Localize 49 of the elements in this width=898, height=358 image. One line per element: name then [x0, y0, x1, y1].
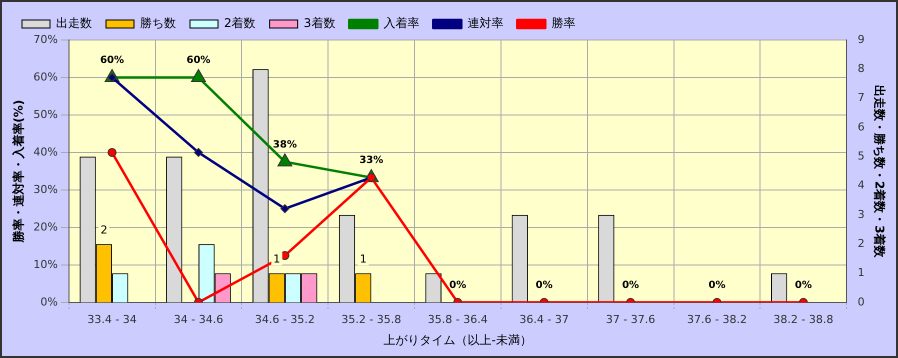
- x-tick-label: 38.2 - 38.8: [773, 312, 834, 326]
- y2-tick-label: 7: [858, 91, 865, 104]
- legend-label: 勝率: [551, 16, 576, 30]
- legend-label: 3着数: [304, 16, 336, 30]
- y-tick-label: 70%: [33, 32, 58, 46]
- y-tick-label: 40%: [33, 145, 58, 158]
- data-label: 60%: [100, 55, 124, 66]
- x-axis-title: 上がりタイム（以上-未満）: [384, 332, 532, 347]
- legend-label: 2着数: [224, 16, 256, 30]
- y2-axis-title: 出走数・勝ち数・2着数・3着数: [872, 84, 887, 259]
- data-label: 0%: [708, 280, 726, 291]
- data-label: 1: [273, 252, 280, 266]
- legend-label: 出走数: [56, 16, 92, 30]
- y2-tick-label: 5: [858, 149, 865, 162]
- y-tick-label: 50%: [33, 108, 58, 121]
- y2-tick-label: 0: [858, 295, 865, 308]
- x-tick-label: 35.8 - 36.4: [428, 312, 488, 326]
- y-tick-label: 20%: [33, 220, 58, 234]
- legend-label: 連対率: [467, 16, 504, 30]
- y-tick-label: 10%: [33, 258, 58, 271]
- data-label: 1: [360, 252, 367, 266]
- y2-tick-label: 3: [858, 208, 865, 221]
- data-label: 2: [100, 223, 108, 236]
- y-tick-label: 30%: [33, 182, 58, 196]
- y2-tick-label: 1: [858, 266, 865, 280]
- legend-label: 勝ち数: [140, 16, 176, 30]
- data-label: 33%: [359, 155, 384, 166]
- data-label: 0%: [449, 280, 466, 291]
- x-tick-label: 35.2 - 35.8: [341, 312, 402, 326]
- x-tick-label: 33.4 - 34: [87, 312, 137, 326]
- x-tick-label: 37 - 37.6: [606, 312, 656, 326]
- data-label: 0%: [536, 280, 553, 291]
- x-tick-label: 34 - 34.6: [174, 312, 224, 326]
- data-label: 60%: [186, 55, 210, 66]
- legend-label: 入着率: [383, 16, 420, 30]
- y2-tick-label: 4: [858, 178, 865, 192]
- data-label: 38%: [272, 139, 297, 150]
- data-label: 0%: [622, 280, 640, 291]
- y-tick-label: 0%: [40, 295, 58, 308]
- y2-tick-label: 8: [858, 62, 865, 76]
- y2-tick-label: 6: [858, 120, 865, 134]
- data-label: 0%: [794, 280, 812, 291]
- x-tick-label: 37.6 - 38.2: [687, 312, 747, 326]
- x-tick-label: 36.4 - 37: [519, 312, 569, 326]
- y-axis-title: 勝率・連対率・入着率(%): [11, 100, 26, 244]
- y2-tick-label: 2: [858, 236, 865, 250]
- y2-tick-label: 9: [858, 32, 865, 46]
- y-tick-label: 60%: [33, 70, 58, 84]
- x-tick-label: 34.6 - 35.2: [254, 312, 315, 326]
